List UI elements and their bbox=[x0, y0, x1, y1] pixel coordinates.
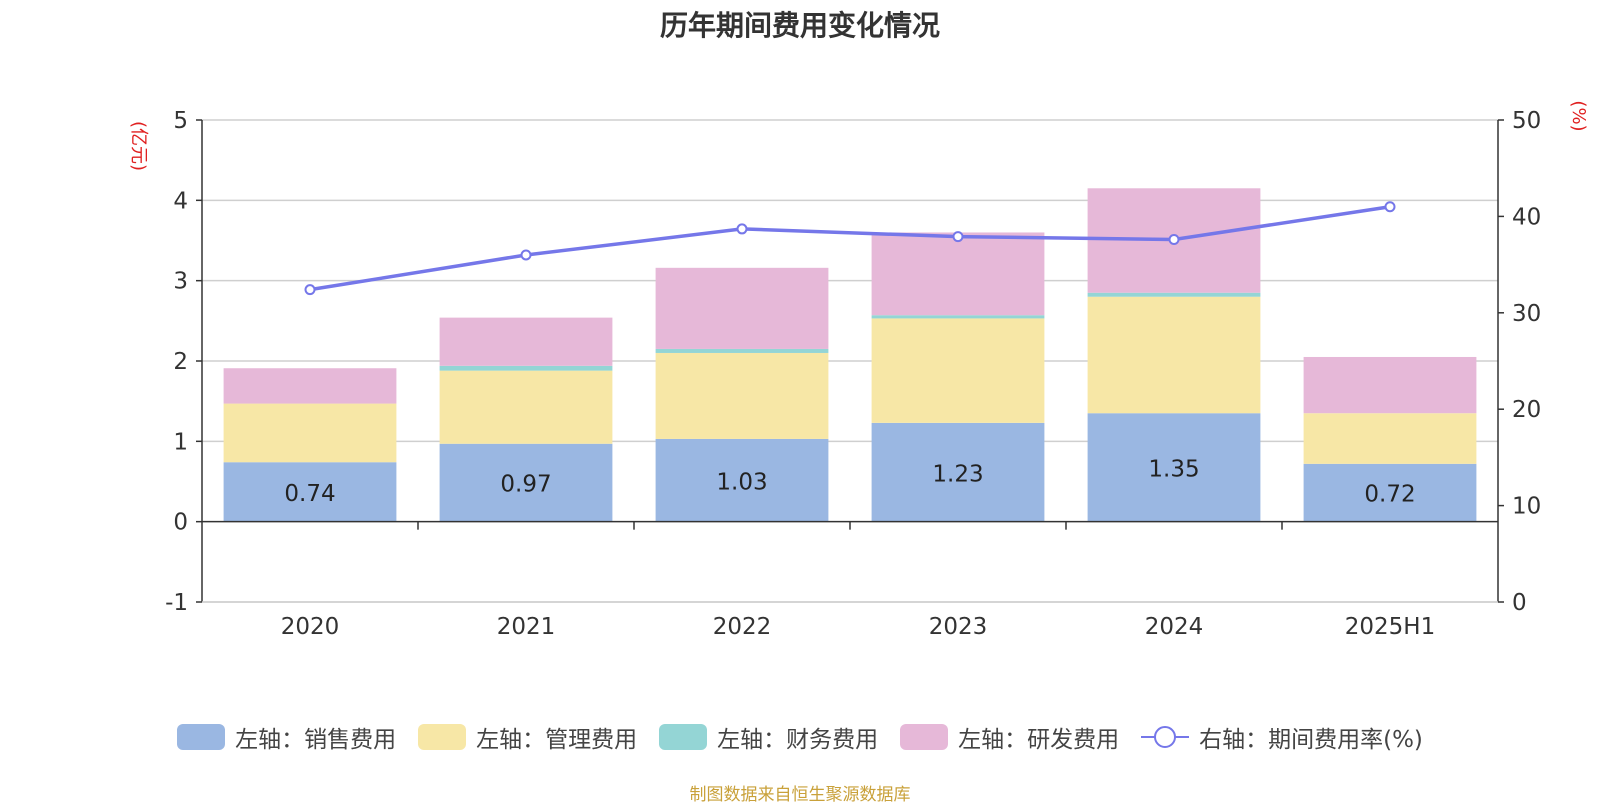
legend-line-swatch bbox=[1141, 724, 1190, 750]
right-axis-tick-label: 30 bbox=[1512, 301, 1541, 327]
left-axis-tick-label: 5 bbox=[173, 108, 188, 134]
legend-label: 左轴：研发费用 bbox=[958, 727, 1120, 753]
x-axis-tick-label: 2024 bbox=[1145, 614, 1204, 640]
bar-segment-2 bbox=[439, 370, 613, 444]
rate-point bbox=[736, 223, 748, 235]
x-axis-tick-label: 2021 bbox=[497, 614, 556, 640]
x-axis-tick-label: 2022 bbox=[713, 614, 772, 640]
x-axis-tick-label: 2023 bbox=[929, 614, 988, 640]
left-axis-tick-label: 3 bbox=[173, 269, 188, 295]
data-label: 0.97 bbox=[500, 472, 551, 498]
bar-segment-1 bbox=[655, 438, 829, 522]
bar-segment-1 bbox=[1303, 463, 1477, 522]
bar-segment-4 bbox=[655, 267, 829, 349]
legend-item-4[interactable]: 左轴：研发费用 bbox=[900, 720, 1119, 754]
legend: 左轴：销售费用 左轴：管理费用 左轴：财务费用 左轴：研发费用 右轴：期间费用率(%) bbox=[0, 720, 1600, 754]
right-axis-unit-label: (%) bbox=[1568, 100, 1589, 131]
rate-point bbox=[1168, 234, 1180, 246]
data-label: 1.23 bbox=[932, 461, 983, 487]
bar-segment-1 bbox=[1087, 413, 1261, 522]
legend-swatch bbox=[900, 724, 949, 750]
bar-segment-2 bbox=[871, 318, 1045, 423]
legend-swatch bbox=[418, 724, 467, 750]
bar-segment-3 bbox=[1087, 292, 1261, 297]
left-axis-unit-label: (亿元) bbox=[128, 121, 149, 171]
bar-segment-1 bbox=[223, 462, 397, 522]
left-axis-tick-label: -1 bbox=[165, 590, 188, 616]
rate-point bbox=[520, 249, 532, 261]
right-axis-tick-label: 0 bbox=[1512, 590, 1527, 616]
legend-swatch bbox=[177, 724, 226, 750]
source-note: 制图数据来自恒生聚源数据库 bbox=[689, 785, 911, 805]
right-axis-tick-label: 50 bbox=[1512, 108, 1541, 134]
rate-point bbox=[952, 231, 964, 243]
bar-segment-4 bbox=[439, 317, 613, 366]
bar-segment-1 bbox=[871, 422, 1045, 522]
chart-title: 历年期间费用变化情况 bbox=[659, 9, 940, 42]
legend-label: 左轴：财务费用 bbox=[717, 727, 879, 753]
bar-segment-2 bbox=[223, 403, 397, 463]
legend-item-3[interactable]: 左轴：财务费用 bbox=[659, 720, 878, 754]
bar-layer bbox=[223, 188, 1477, 522]
bar-segment-2 bbox=[655, 352, 829, 439]
rate-line bbox=[309, 205, 1391, 292]
data-label: 1.03 bbox=[716, 469, 767, 495]
data-label: 0.74 bbox=[284, 481, 335, 507]
legend-item-1[interactable]: 左轴：销售费用 bbox=[177, 720, 396, 754]
bar-segment-3 bbox=[655, 348, 829, 353]
bar-segment-2 bbox=[1087, 296, 1261, 414]
left-axis-tick-label: 2 bbox=[173, 349, 188, 375]
right-axis-tick-label: 20 bbox=[1512, 397, 1541, 423]
rate-point bbox=[1384, 201, 1396, 213]
legend-label: 左轴：管理费用 bbox=[476, 727, 638, 753]
bar-segment-4 bbox=[871, 232, 1045, 316]
bar-segment-1 bbox=[439, 443, 613, 522]
right-axis-tick-label: 10 bbox=[1512, 494, 1541, 520]
bar-segment-4 bbox=[1303, 356, 1477, 414]
data-label: 0.72 bbox=[1364, 482, 1415, 508]
left-axis-tick-label: 0 bbox=[173, 510, 188, 536]
bar-segment-2 bbox=[1303, 413, 1477, 464]
legend-label: 右轴：期间费用率(%) bbox=[1199, 727, 1423, 753]
rate-point bbox=[304, 284, 316, 296]
label-layer: 0.74 0.97 1.03 1.23 1.35 0.72 bbox=[284, 456, 1415, 507]
data-label: 1.35 bbox=[1148, 456, 1199, 482]
legend-item-2[interactable]: 左轴：管理费用 bbox=[418, 720, 637, 754]
x-axis-tick-label: 2020 bbox=[281, 614, 340, 640]
line-layer bbox=[304, 201, 1396, 296]
legend-label: 左轴：销售费用 bbox=[235, 727, 397, 753]
right-axis-tick-label: 40 bbox=[1512, 204, 1541, 230]
bar-segment-4 bbox=[223, 368, 397, 404]
legend-item-line[interactable]: 右轴：期间费用率(%) bbox=[1141, 720, 1423, 754]
left-axis-tick-label: 1 bbox=[173, 429, 188, 455]
left-axis-tick-label: 4 bbox=[173, 188, 188, 214]
legend-swatch bbox=[659, 724, 708, 750]
bar-segment-3 bbox=[871, 315, 1045, 319]
bar-segment-3 bbox=[439, 365, 613, 371]
x-axis-tick-label: 2025H1 bbox=[1345, 614, 1435, 640]
